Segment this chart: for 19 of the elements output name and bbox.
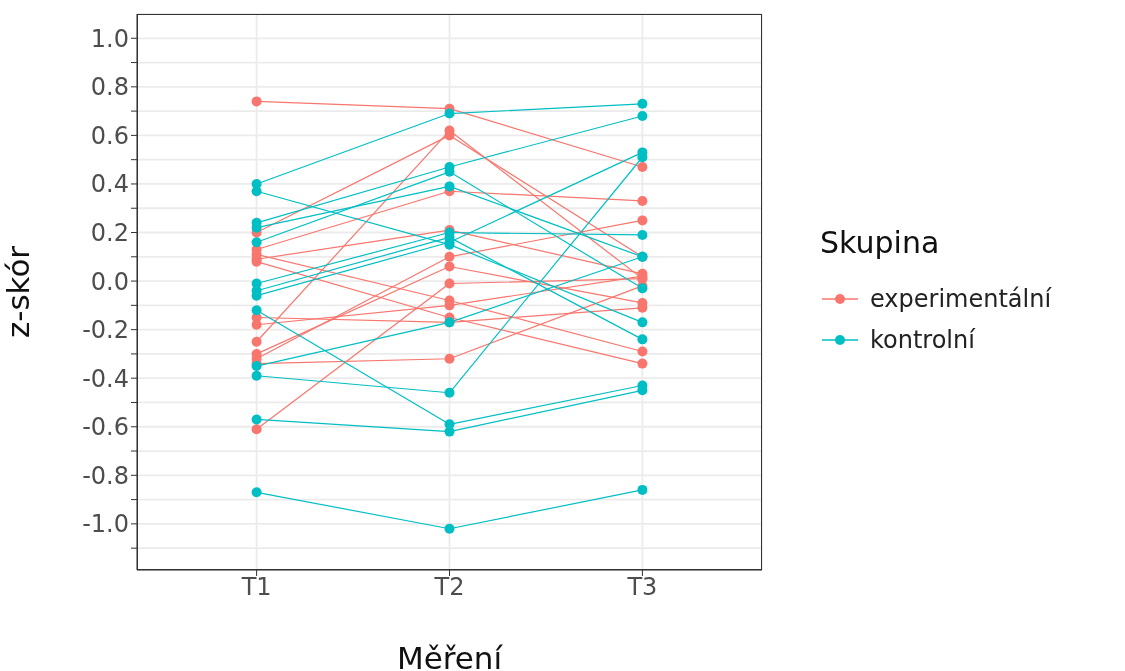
y-tick-label: -0.8 (82, 461, 129, 490)
y-tick-label: -0.4 (82, 364, 129, 393)
y-tick-label: 1.0 (90, 24, 129, 53)
y-tick-label: 0.6 (90, 121, 129, 150)
y-tick-label: 0.2 (90, 219, 129, 248)
y-tick-label: -0.2 (82, 316, 129, 345)
y-tick-label: 0.8 (90, 73, 129, 102)
x-tick-label: T3 (626, 573, 658, 602)
x-tick-label: T2 (433, 573, 465, 602)
x-tick-label: T1 (240, 573, 272, 602)
legend-title: Skupina (820, 225, 941, 260)
y-tick-label: 0.4 (90, 170, 129, 199)
y-tick-label: 0.0 (90, 267, 129, 296)
x-axis-title: Měření (396, 640, 504, 671)
y-tick-label: -0.6 (82, 413, 129, 442)
legend-label: experimentální (870, 284, 1052, 313)
y-tick-label: -1.0 (82, 510, 129, 539)
y-axis-title: z-skór (0, 245, 37, 339)
legend-label: kontrolní (870, 325, 975, 354)
